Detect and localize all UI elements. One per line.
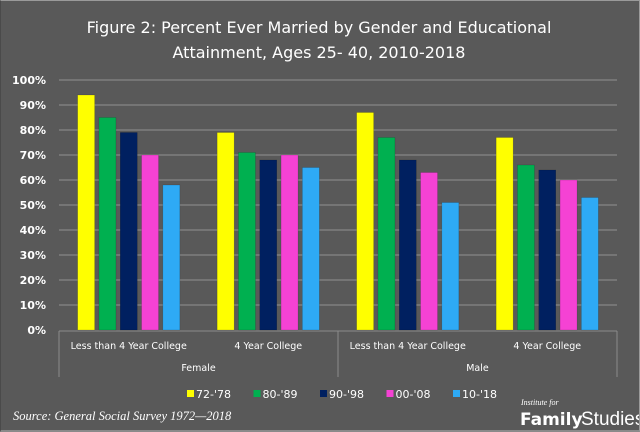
x-category-label: 4 Year College	[513, 341, 581, 352]
bar	[238, 152, 256, 331]
logo-family: Family	[520, 410, 583, 430]
bar	[77, 94, 95, 331]
legend-label: 90-'98	[329, 388, 364, 401]
y-tick-label: 100%	[12, 74, 46, 87]
bar	[377, 137, 396, 331]
bars	[77, 94, 599, 331]
x-axis: Less than 4 Year College 4 Year College Le…	[58, 330, 618, 377]
bar	[356, 112, 374, 331]
x-category-label: 4 Year College	[234, 341, 302, 352]
y-tick-label: 10%	[20, 299, 46, 312]
bar	[162, 184, 181, 331]
y-tick-label: 90%	[20, 99, 46, 112]
chart-title: Figure 2: Percent Ever Married by Gender…	[87, 18, 552, 62]
bar	[495, 137, 514, 331]
x-group-label: Female	[181, 363, 216, 374]
chart-title-line-1: Figure 2: Percent Ever Married by Gender…	[87, 18, 552, 37]
legend-label: 72-'78	[196, 388, 231, 401]
bar	[517, 164, 535, 331]
legend-label: 80-'89	[263, 388, 298, 401]
bar	[420, 172, 438, 331]
chart-title-line-2: Attainment, Ages 25- 40, 2010-2018	[173, 43, 466, 62]
y-tick-label: 40%	[20, 224, 46, 237]
source-note: Source: General Social Survey 1972—2018	[13, 409, 232, 423]
legend-swatch	[253, 390, 261, 397]
y-tick-label: 60%	[20, 174, 46, 187]
legend-swatch	[453, 390, 460, 397]
bar	[280, 154, 299, 331]
bar	[259, 159, 277, 331]
y-tick-label: 20%	[20, 274, 46, 287]
institute-logo: Institute for Family Studies	[520, 398, 639, 430]
legend-swatch	[386, 390, 394, 397]
y-tick-label: 70%	[20, 149, 46, 162]
x-category-label: Less than 4 Year College	[350, 341, 466, 352]
bar	[120, 132, 138, 331]
legend: 72-'78 80-'89 90-'98 00-'08 10-'18	[187, 388, 497, 401]
x-category-label: Less than 4 Year College	[71, 341, 187, 352]
legend-label: 10-'18	[462, 388, 497, 401]
legend-swatch	[320, 390, 327, 397]
y-axis-ticks: 0% 10% 20% 30% 40% 50% 60% 70% 80% 90% 100%	[12, 74, 46, 337]
bar	[581, 197, 599, 331]
y-tick-label: 80%	[20, 124, 46, 137]
bar	[302, 167, 320, 331]
bar	[441, 202, 460, 331]
x-group-label: Male	[466, 363, 489, 374]
bar	[98, 117, 117, 331]
bar	[538, 169, 556, 331]
legend-label: 00-'08	[396, 388, 431, 401]
y-tick-label: 0%	[27, 324, 46, 337]
y-tick-label: 50%	[20, 199, 46, 212]
bar	[216, 132, 235, 331]
bar	[559, 179, 578, 331]
bar	[141, 154, 159, 331]
logo-institute-for: Institute for	[520, 398, 559, 407]
legend-swatch	[187, 390, 194, 397]
y-tick-label: 30%	[20, 249, 46, 262]
bar	[399, 159, 417, 331]
logo-studies: Studies	[581, 409, 639, 430]
